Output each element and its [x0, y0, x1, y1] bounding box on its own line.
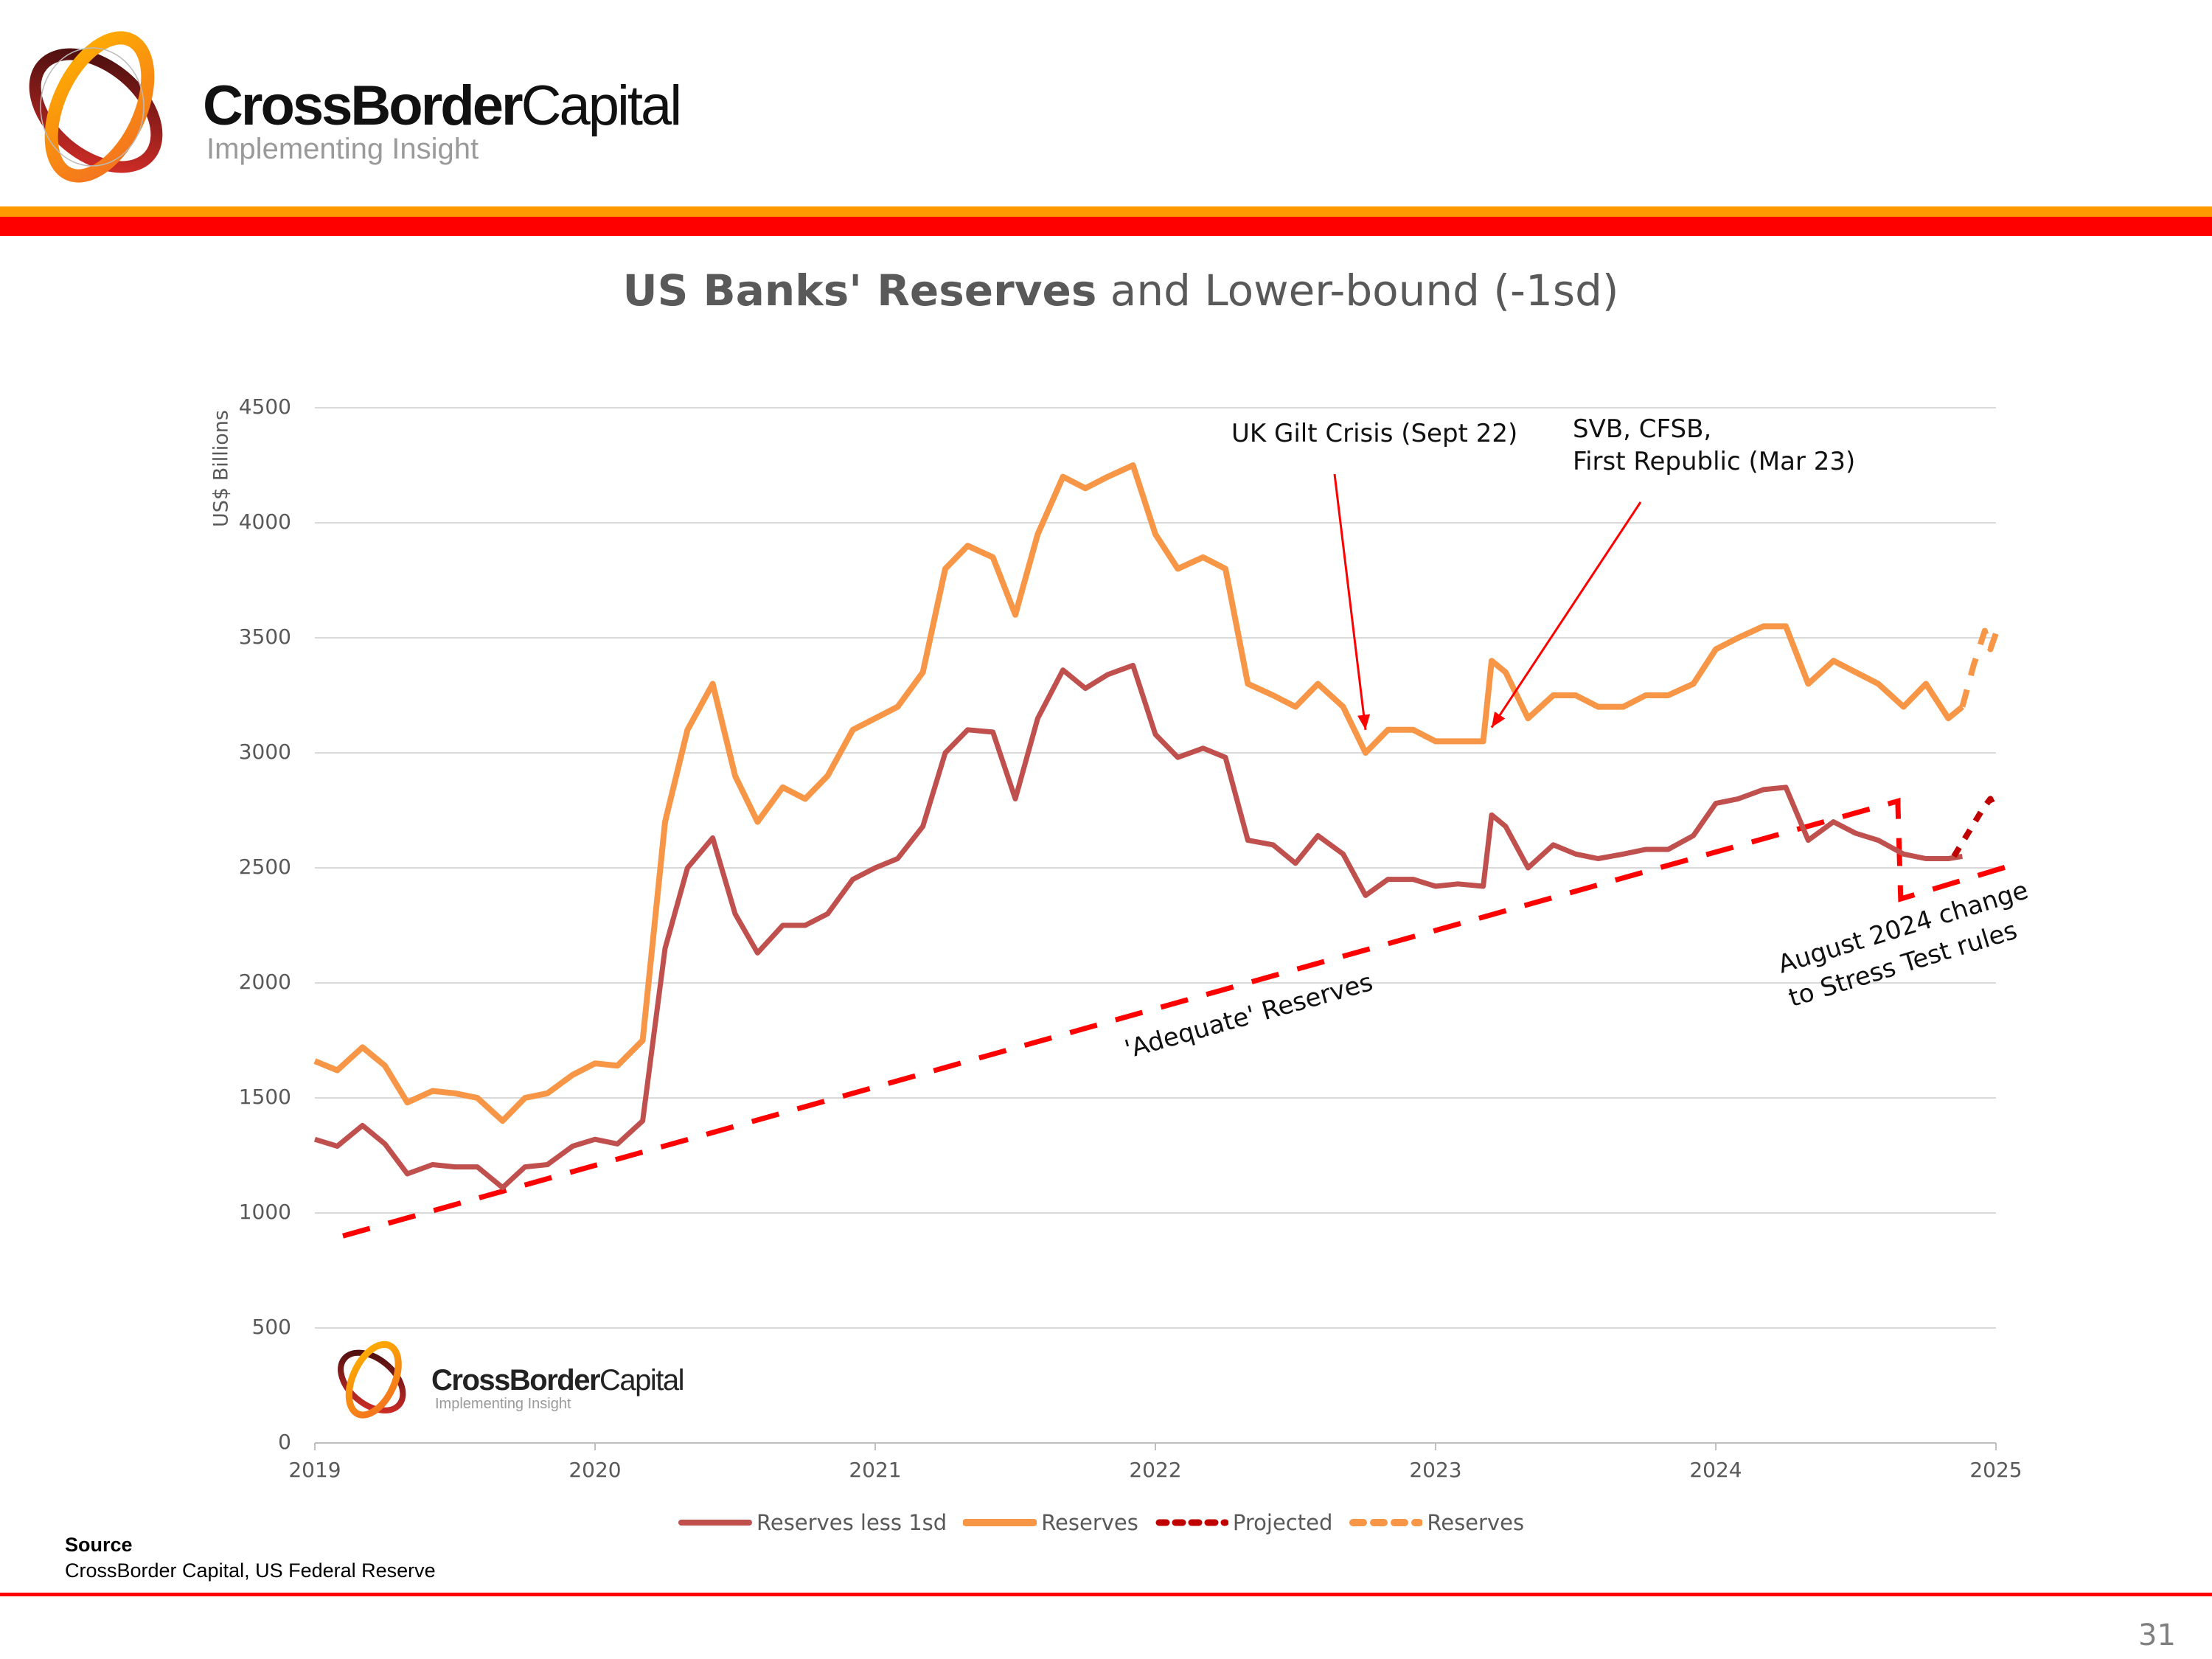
y-tick-label: 500 — [251, 1315, 291, 1339]
y-tick-label: 1500 — [238, 1085, 291, 1109]
x-tick-label: 2024 — [1689, 1458, 1742, 1482]
y-tick-label: 4000 — [238, 509, 291, 534]
x-tick-label: 2022 — [1129, 1458, 1182, 1482]
header-red-bar — [0, 217, 2212, 236]
annotation-svb-line2: First Republic (Mar 23) — [1573, 447, 1856, 476]
chart-title: US Banks' Reserves and Lower-bound (-1sd… — [622, 265, 1619, 316]
arrowhead-icon — [1357, 714, 1371, 730]
y-tick-label: 3000 — [238, 740, 291, 764]
legend-item-reserves: Reserves — [963, 1510, 1138, 1535]
y-tick-label: 2500 — [238, 855, 291, 879]
legend-label: Reserves less 1sd — [757, 1510, 947, 1535]
annotation-uk-gilt: UK Gilt Crisis (Sept 22) — [1231, 419, 1518, 448]
legend-swatch — [678, 1520, 752, 1526]
series-line-reserves — [313, 462, 1964, 1124]
watermark-brand: CrossBorderCapital — [431, 1364, 685, 1397]
x-tick-label: 2023 — [1409, 1458, 1462, 1482]
x-tick-label: 2019 — [288, 1458, 341, 1482]
crossborder-logo-icon — [29, 31, 163, 183]
header-orange-bar — [0, 206, 2212, 217]
legend-item-reserves-less-1sd: Reserves less 1sd — [678, 1510, 947, 1535]
page-number: 31 — [2138, 1618, 2176, 1652]
legend-label: Reserves — [1041, 1510, 1138, 1535]
series-line-projected-dotted — [1951, 796, 1999, 858]
y-tick-label: 1000 — [238, 1200, 291, 1224]
arrowhead-icon — [1492, 712, 1506, 728]
x-tick-label: 2025 — [1969, 1458, 2023, 1482]
brand-tagline: Implementing Insight — [206, 133, 479, 165]
y-tick-label: 3500 — [238, 625, 291, 649]
legend-label: Projected — [1232, 1510, 1333, 1535]
arrow-uk-gilt — [1333, 473, 1367, 730]
source-text: CrossBorder Capital, US Federal Reserve — [65, 1559, 436, 1582]
annotation-svb-line1: SVB, CFSB, — [1573, 414, 1712, 444]
legend-item-reserves-projected: Reserves — [1349, 1510, 1524, 1535]
legend-swatch — [1349, 1519, 1423, 1526]
footer-rule — [0, 1593, 2212, 1596]
series-line-reserves-dashed — [1959, 627, 1999, 708]
watermark-logo-icon — [338, 1340, 406, 1419]
adequate-reserves-line — [342, 797, 2020, 1239]
source-label: Source — [65, 1534, 133, 1556]
legend-item-projected: Projected — [1155, 1510, 1332, 1535]
brand-name: CrossBorderCapital — [203, 74, 682, 137]
legend-swatch — [1155, 1519, 1228, 1526]
y-tick-label: 4500 — [238, 394, 291, 419]
x-tick-label: 2021 — [849, 1458, 902, 1482]
legend-label: Reserves — [1427, 1510, 1525, 1535]
series-line-reserves-less-1sd — [313, 662, 1963, 1191]
watermark-tagline: Implementing Insight — [435, 1396, 571, 1412]
chart-legend: Reserves less 1sd Reserves Projected Res… — [678, 1510, 1524, 1535]
arrow-svb — [1490, 501, 1642, 728]
legend-swatch — [963, 1519, 1037, 1526]
x-tick-label: 2020 — [568, 1458, 622, 1482]
y-tick-label: 0 — [278, 1430, 291, 1454]
y-tick-label: 2000 — [238, 970, 291, 994]
